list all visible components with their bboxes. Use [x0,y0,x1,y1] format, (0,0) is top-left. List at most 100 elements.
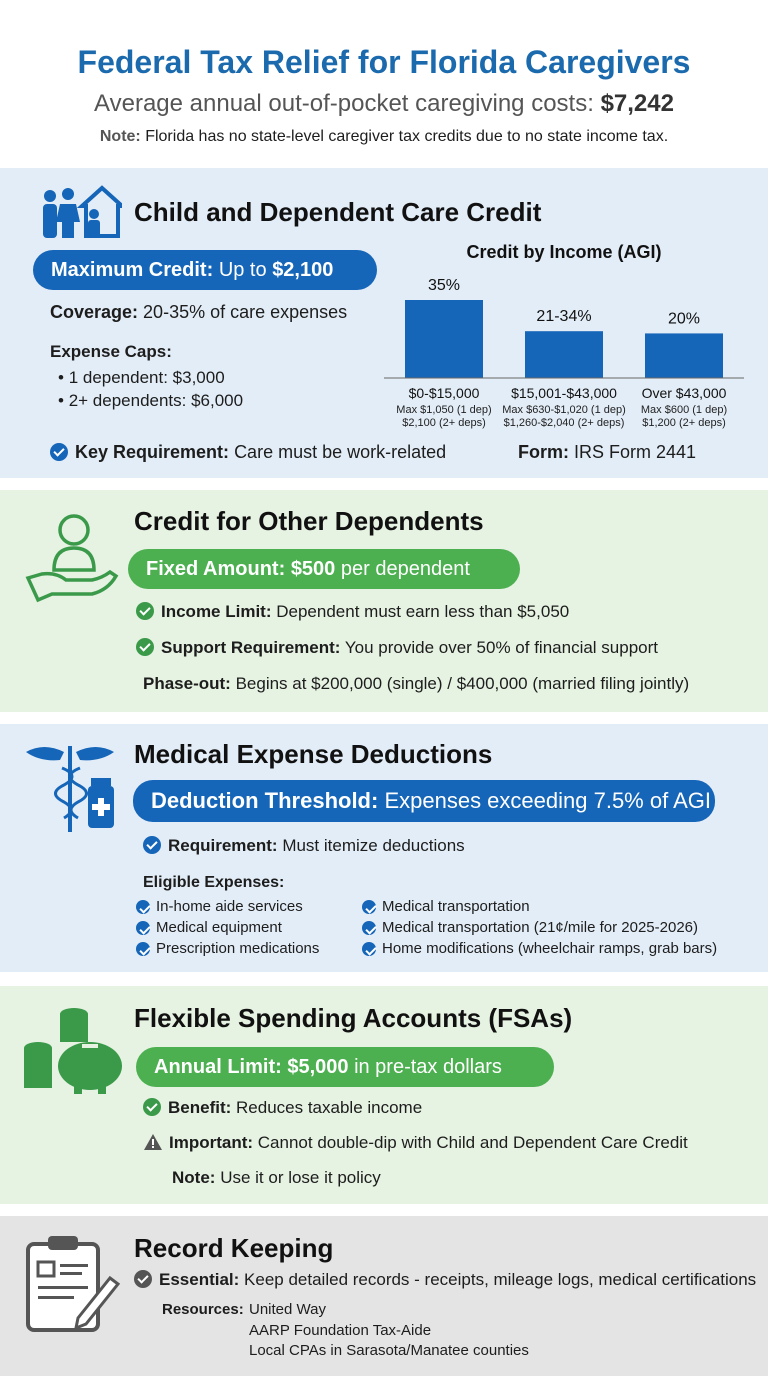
section-heading: Record Keeping [134,1233,334,1263]
other-dependents-section [0,490,768,712]
savings-icon [24,1008,122,1094]
check-icon [136,900,150,914]
form-text: IRS Form 2441 [574,442,697,462]
eligible-text: Prescription medications [156,940,320,957]
check-icon [143,1098,161,1116]
section-heading: Medical Expense Deductions [134,739,493,769]
bar [645,333,723,378]
check-icon [136,942,150,956]
benefit-label: Benefit: [168,1098,232,1117]
check-icon [362,900,376,914]
category-note: $1,200 (2+ deps) [642,417,725,429]
amount-label: Fixed Amount: [146,558,286,580]
eligible-item: Home modifications (wheelchair ramps, gr… [362,938,717,959]
check-icon [134,1270,152,1288]
note-label: Note: [172,1168,216,1187]
warning-icon [144,1134,162,1150]
form-label: Form: [518,442,569,462]
item-text: You provide over 50% of financial suppor… [344,638,659,657]
value-label: 35% [428,277,460,294]
subtitle-amount: $7,242 [600,90,674,117]
category-note: $2,100 (2+ deps) [402,417,485,429]
eligible-item: Medical transportation (21¢/mile for 202… [362,917,698,938]
essential-text: Keep detailed records - receipts, mileag… [244,1270,757,1289]
coverage-text: 20-35% of care expenses [143,302,348,322]
records-section [0,1216,768,1376]
category-note: $1,260-$2,040 (2+ deps) [504,417,625,429]
medical-icon [26,746,114,832]
medical-section [0,724,768,972]
coverage-label: Coverage: [50,302,139,322]
eligible-text: In-home aide services [156,898,303,915]
requirement-text: Must itemize deductions [282,836,465,855]
limit-value: $5,000 [287,1056,349,1078]
max-credit-prefix: Up to [218,259,267,281]
cap-item: • 1 dependent: $3,000 [58,368,225,387]
section-heading: Credit for Other Dependents [134,506,484,536]
clipboard-icon [26,1236,120,1332]
eligible-item: In-home aide services [136,896,303,917]
eligible-item: Medical transportation [362,896,530,917]
subtitle: Average annual out-of-pocket caregiving … [0,88,768,120]
check-icon [136,638,154,656]
caregiver-icon [25,514,119,603]
phaseout-text: Begins at $200,000 (single) / $400,000 (… [235,674,690,693]
bar [405,300,483,378]
requirement-label: Key Requirement: [75,442,230,462]
chart: Credit by Income (AGI) 35% $0-$15,000 Max $… [384,242,744,429]
category-note: Max $630-$1,020 (1 dep) [502,404,626,416]
important: Important: Cannot double-dip with Child … [143,1131,688,1155]
check-icon [136,921,150,935]
chart-title: Credit by Income (AGI) [466,242,661,262]
key-requirement: Key Requirement: Care must be work-relat… [50,440,446,464]
important-label: Important: [169,1133,254,1152]
threshold-pill: Deduction Threshold: Expenses exceeding … [133,780,715,822]
check-icon [362,921,376,935]
essential-label: Essential: [159,1270,240,1289]
threshold-text: Expenses exceeding 7.5% of AGI [384,788,711,813]
resource-item: AARP Foundation Tax-Aide [249,1322,432,1339]
x-tick-label: $0-$15,000 [409,385,480,401]
threshold-label: Deduction Threshold: [151,788,379,813]
check-icon [143,836,161,854]
eligible-label: Eligible Expenses: [143,874,285,891]
category-note: Max $1,050 (1 dep) [396,404,491,416]
check-icon [136,602,154,620]
eligible-item: Prescription medications [136,938,319,959]
requirement-label: Requirement: [168,836,278,855]
check-icon [362,942,376,956]
cap-item: • 2+ dependents: $6,000 [58,391,244,410]
subtitle-text: Average annual out-of-pocket caregiving … [94,90,594,117]
title: Federal Tax Relief for Florida Caregiver… [77,44,691,80]
family-icon [43,185,122,238]
eligible-item: Medical equipment [136,917,282,938]
value-label: 21-34% [536,308,591,325]
x-tick-label: $15,001-$43,000 [511,385,617,401]
form: Form: IRS Form 2441 [518,440,696,464]
max-credit-pill: Maximum Credit: Up to $2,100 [33,250,377,290]
benefit-text: Reduces taxable income [236,1098,423,1117]
eligible-text: Home modifications (wheelchair ramps, gr… [382,940,718,957]
benefit: Benefit: Reduces taxable income [143,1096,422,1120]
essential: Essential: Keep detailed records - recei… [134,1268,756,1292]
amount-pill: Fixed Amount: $500 per dependent [128,549,520,589]
phaseout: Phase-out: Begins at $200,000 (single) /… [143,672,689,696]
coverage: Coverage: 20-35% of care expenses [50,300,347,324]
check-icon [50,443,68,461]
note-label: Note: [99,128,141,145]
fsa-section [0,986,768,1204]
section-heading: Child and Dependent Care Credit [134,197,542,227]
item-label: Income Limit: [161,602,272,621]
fsa-note: Note: Use it or lose it policy [172,1166,381,1190]
limit-pill: Annual Limit: $5,000 in pre-tax dollars [136,1047,554,1087]
max-credit-amount: $2,100 [272,259,334,281]
section-heading: Flexible Spending Accounts (FSAs) [134,1003,573,1033]
cap-text: 1 dependent: $3,000 [68,368,225,387]
x-tick-label: Over $43,000 [642,385,727,401]
eligible-text: Medical transportation [382,898,530,915]
note-text: Florida has no state-level caregiver tax… [145,128,669,145]
bar [525,331,603,378]
requirement-text: Care must be work-related [234,442,447,462]
